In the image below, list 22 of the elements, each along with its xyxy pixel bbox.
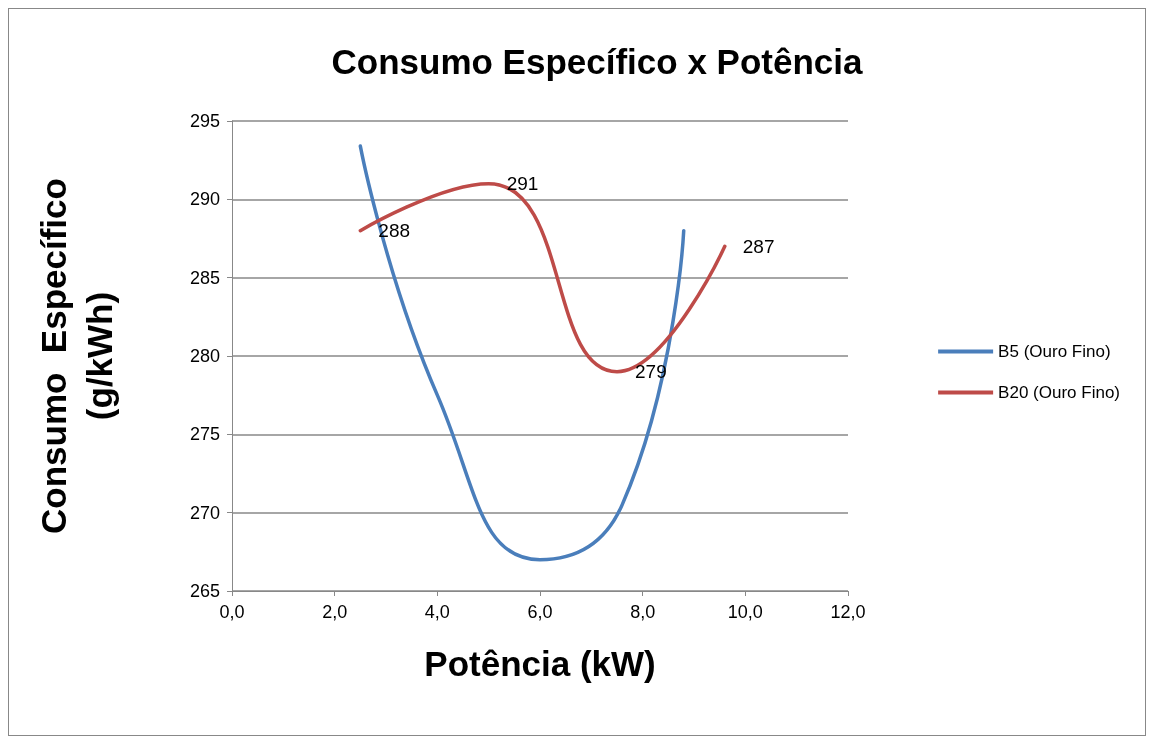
legend-label: B20 (Ouro Fino) [998,383,1121,402]
x-tick-label: 0,0 [219,602,245,622]
legend-label: B5 (Ouro Fino) [998,342,1111,361]
x-tick-label: 10,0 [727,602,763,622]
y-tick-label: 280 [189,346,220,366]
y-tick-label: 270 [189,502,220,523]
y-tick-label: 275 [189,424,220,445]
y-axis-title: Consumo Específico (g/kWh) [33,178,119,534]
chart-title: Consumo Específico x Potência [331,42,864,81]
x-tick-label: 2,0 [322,602,348,622]
x-axis-title: Potência (kW) [424,644,656,683]
y-tick-label: 290 [189,189,220,210]
x-tick-label: 6,0 [527,602,553,622]
line-series [358,144,686,562]
data-label: 287 [742,235,775,257]
y-tick-label: 285 [189,267,220,288]
y-tick-label: 295 [189,111,220,131]
x-tick-label: 12,0 [830,602,866,622]
y-tick-label: 265 [189,581,220,601]
x-tick-label: 4,0 [424,602,450,622]
x-tick-label: 8,0 [630,602,656,622]
data-label: 291 [506,173,539,195]
